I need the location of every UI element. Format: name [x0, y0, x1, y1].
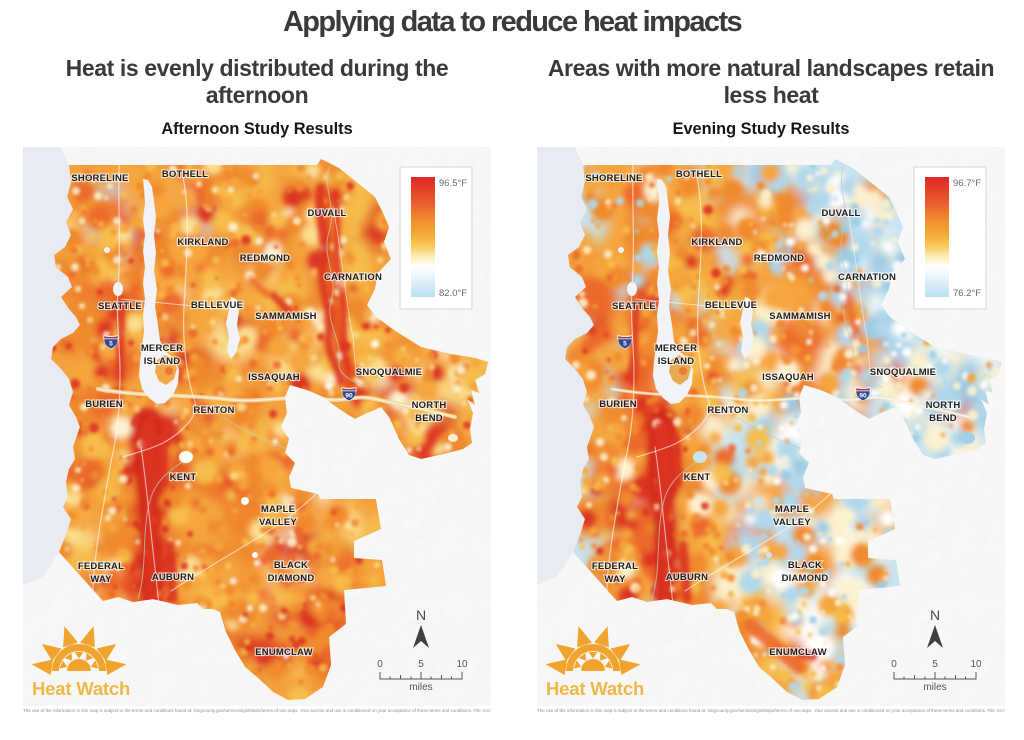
svg-text:DUVALL: DUVALL	[821, 208, 860, 219]
svg-text:ENUMCLAW: ENUMCLAW	[769, 647, 827, 658]
svg-text:VALLEY: VALLEY	[259, 517, 297, 528]
svg-text:SNOQUALMIE: SNOQUALMIE	[870, 367, 936, 378]
svg-text:5: 5	[109, 341, 113, 348]
svg-text:ISLAND: ISLAND	[144, 356, 181, 367]
svg-text:KENT: KENT	[684, 472, 711, 483]
svg-text:ISSAQUAH: ISSAQUAH	[762, 372, 814, 383]
svg-text:BOTHELL: BOTHELL	[676, 169, 722, 180]
svg-text:N: N	[930, 607, 940, 623]
svg-text:FEDERAL: FEDERAL	[592, 561, 638, 572]
svg-text:WAY: WAY	[90, 574, 112, 585]
svg-text:90: 90	[859, 393, 867, 400]
svg-text:BELLEVUE: BELLEVUE	[705, 300, 757, 311]
svg-text:96.7°F: 96.7°F	[953, 178, 981, 189]
svg-text:BOTHELL: BOTHELL	[162, 169, 208, 180]
svg-text:CARNATION: CARNATION	[838, 272, 896, 283]
svg-text:BURIEN: BURIEN	[85, 399, 123, 410]
svg-text:miles: miles	[923, 682, 946, 693]
svg-text:DIAMOND: DIAMOND	[268, 573, 315, 584]
svg-text:REDMOND: REDMOND	[754, 253, 804, 264]
svg-text:Heat Watch: Heat Watch	[546, 678, 644, 699]
svg-text:SHORELINE: SHORELINE	[585, 173, 642, 184]
svg-text:BLACK: BLACK	[788, 560, 822, 571]
svg-text:ENUMCLAW: ENUMCLAW	[255, 647, 313, 658]
svg-text:KIRKLAND: KIRKLAND	[177, 237, 228, 248]
svg-text:RENTON: RENTON	[193, 405, 234, 416]
svg-text:0: 0	[377, 659, 383, 670]
svg-text:10: 10	[970, 659, 982, 670]
svg-text:MERCER: MERCER	[141, 343, 183, 354]
svg-text:ISLAND: ISLAND	[658, 356, 695, 367]
svg-text:AUBURN: AUBURN	[666, 572, 708, 583]
svg-text:SAMMAMISH: SAMMAMISH	[255, 311, 316, 322]
svg-text:miles: miles	[409, 682, 432, 693]
svg-text:SNOQUALMIE: SNOQUALMIE	[356, 367, 422, 378]
svg-text:AUBURN: AUBURN	[152, 572, 194, 583]
svg-text:5: 5	[932, 659, 938, 670]
svg-text:Heat Watch: Heat Watch	[32, 678, 130, 699]
svg-text:KENT: KENT	[170, 472, 197, 483]
svg-text:96.5°F: 96.5°F	[439, 178, 467, 189]
svg-text:SEATTLE: SEATTLE	[612, 301, 656, 312]
svg-text:DIAMOND: DIAMOND	[782, 573, 829, 584]
svg-text:BURIEN: BURIEN	[599, 399, 637, 410]
svg-text:KIRKLAND: KIRKLAND	[691, 237, 742, 248]
svg-text:5: 5	[623, 341, 627, 348]
svg-text:0: 0	[891, 659, 897, 670]
svg-text:MAPLE: MAPLE	[261, 504, 295, 515]
svg-text:FEDERAL: FEDERAL	[78, 561, 124, 572]
svg-text:BEND: BEND	[929, 413, 957, 424]
svg-text:82.0°F: 82.0°F	[439, 288, 467, 299]
svg-text:NORTH: NORTH	[926, 400, 961, 411]
svg-text:BELLEVUE: BELLEVUE	[191, 300, 243, 311]
svg-text:NORTH: NORTH	[412, 400, 447, 411]
svg-text:BLACK: BLACK	[274, 560, 308, 571]
svg-text:MERCER: MERCER	[655, 343, 697, 354]
svg-text:VALLEY: VALLEY	[773, 517, 811, 528]
svg-text:MAPLE: MAPLE	[775, 504, 809, 515]
svg-text:REDMOND: REDMOND	[240, 253, 290, 264]
svg-text:CARNATION: CARNATION	[324, 272, 382, 283]
svg-text:BEND: BEND	[415, 413, 443, 424]
svg-text:SEATTLE: SEATTLE	[98, 301, 142, 312]
svg-text:76.2°F: 76.2°F	[953, 288, 981, 299]
svg-text:SHORELINE: SHORELINE	[71, 173, 128, 184]
svg-text:5: 5	[418, 659, 424, 670]
svg-text:SAMMAMISH: SAMMAMISH	[769, 311, 830, 322]
svg-text:N: N	[416, 607, 426, 623]
svg-text:90: 90	[345, 393, 353, 400]
svg-text:RENTON: RENTON	[707, 405, 748, 416]
svg-text:WAY: WAY	[604, 574, 626, 585]
svg-text:ISSAQUAH: ISSAQUAH	[248, 372, 300, 383]
svg-text:DUVALL: DUVALL	[307, 208, 346, 219]
svg-text:10: 10	[456, 659, 468, 670]
